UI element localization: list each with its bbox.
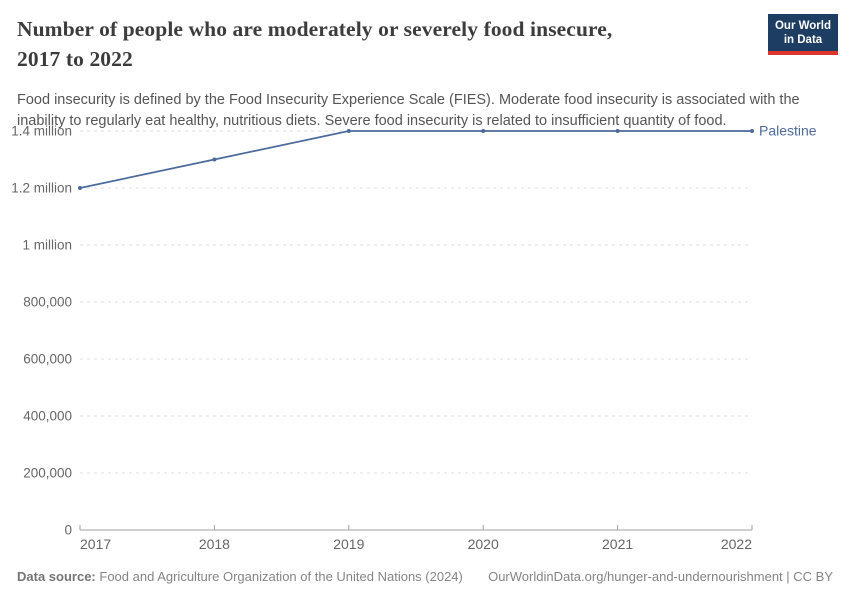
owid-logo: Our World in Data	[768, 14, 838, 55]
x-tick-label: 2017	[80, 536, 111, 552]
data-point	[212, 157, 217, 162]
credit-link[interactable]: OurWorldinData.org/hunger-and-undernouri…	[488, 569, 833, 584]
data-source-label: Data source:	[17, 569, 96, 584]
chart-footer: Data source: Food and Agriculture Organi…	[17, 569, 833, 584]
owid-logo-stripe	[768, 51, 838, 55]
y-tick-label: 200,000	[23, 466, 72, 481]
data-point	[78, 186, 82, 190]
owid-logo-line2: in Data	[783, 34, 823, 46]
y-tick-label: 1 million	[22, 238, 72, 253]
x-tick-label: 2022	[721, 536, 752, 552]
y-tick-label: 0	[64, 523, 72, 538]
page-title: Number of people who are moderately or s…	[17, 14, 757, 74]
y-tick-label: 800,000	[23, 295, 72, 310]
page-title-line2: 2017 to 2022	[17, 47, 133, 71]
y-tick-label: 400,000	[23, 409, 72, 424]
x-tick-label: 2018	[199, 536, 230, 552]
data-source-text: Food and Agriculture Organization of the…	[99, 569, 463, 584]
y-tick-label: 1.2 million	[11, 181, 72, 196]
data-source: Data source: Food and Agriculture Organi…	[17, 569, 463, 584]
page-title-line1: Number of people who are moderately or s…	[17, 17, 613, 41]
x-tick-label: 2019	[333, 536, 364, 552]
owid-logo-line1: Our World	[774, 20, 831, 32]
y-tick-label: 600,000	[23, 352, 72, 367]
x-tick-label: 2020	[468, 536, 499, 552]
series-line-palestine	[79, 130, 752, 189]
chart-subtitle: Food insecurity is defined by the Food I…	[17, 92, 800, 129]
owid-logo-text: Our World in Data	[768, 14, 838, 51]
x-tick-label: 2021	[602, 536, 633, 552]
